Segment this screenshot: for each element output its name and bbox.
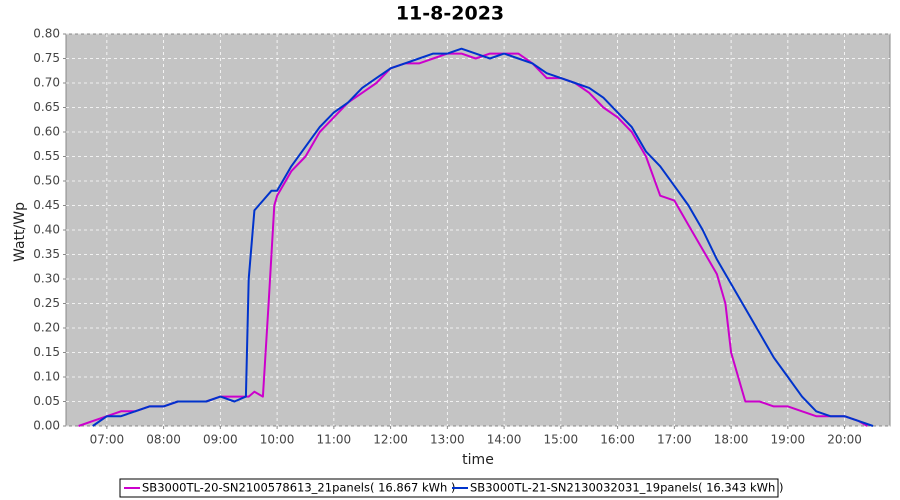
y-tick-label: 0.55 xyxy=(33,149,60,163)
y-tick-label: 0.25 xyxy=(33,296,60,310)
y-tick-label: 0.30 xyxy=(33,272,60,286)
y-tick-label: 0.65 xyxy=(33,100,60,114)
x-axis-label: time xyxy=(462,452,494,468)
x-tick-label: 15:00 xyxy=(544,433,579,447)
x-tick-label: 08:00 xyxy=(146,433,181,447)
y-tick-label: 0.35 xyxy=(33,247,60,261)
x-tick-label: 14:00 xyxy=(487,433,522,447)
y-tick-label: 0.20 xyxy=(33,321,60,335)
y-tick-label: 0.80 xyxy=(33,27,60,41)
x-tick-label: 19:00 xyxy=(771,433,806,447)
chart-title: 11-8-2023 xyxy=(396,3,504,25)
y-tick-label: 0.50 xyxy=(33,174,60,188)
x-tick-label: 07:00 xyxy=(90,433,125,447)
legend-label: SB3000TL-20-SN2100578613_21panels( 16.86… xyxy=(142,481,455,495)
y-tick-label: 0.40 xyxy=(33,223,60,237)
y-tick-label: 0.10 xyxy=(33,370,60,384)
y-tick-label: 0.70 xyxy=(33,76,60,90)
y-tick-label: 0.05 xyxy=(33,394,60,408)
x-tick-label: 11:00 xyxy=(317,433,352,447)
x-tick-label: 10:00 xyxy=(260,433,295,447)
x-tick-label: 18:00 xyxy=(714,433,749,447)
series-line xyxy=(92,47,874,427)
x-tick-label: 13:00 xyxy=(430,433,465,447)
x-tick-label: 16:00 xyxy=(600,433,635,447)
x-tick-label: 09:00 xyxy=(203,433,238,447)
x-tick-label: 12:00 xyxy=(373,433,408,447)
y-tick-label: 0.45 xyxy=(33,198,60,212)
plot-area xyxy=(65,33,891,427)
y-axis-label: Watt/Wp xyxy=(12,202,28,262)
y-tick-label: 0.60 xyxy=(33,125,60,139)
y-tick-label: 0.00 xyxy=(33,419,60,433)
legend xyxy=(119,478,779,498)
legend-label: SB3000TL-21-SN2130032031_19panels( 16.34… xyxy=(470,481,783,495)
x-tick-label: 17:00 xyxy=(657,433,692,447)
y-tick-label: 0.15 xyxy=(33,345,60,359)
x-tick-label: 20:00 xyxy=(827,433,862,447)
y-tick-label: 0.75 xyxy=(33,51,60,65)
